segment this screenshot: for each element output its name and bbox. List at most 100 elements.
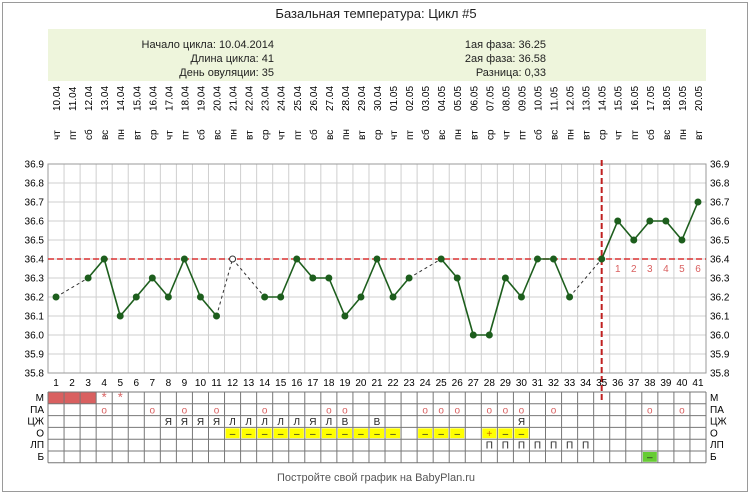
row-label-left: ЛП	[30, 440, 44, 451]
row-mark: В	[374, 417, 381, 428]
temperature-point	[84, 274, 92, 282]
row-mark: –	[438, 429, 444, 440]
temperature-point	[180, 255, 188, 263]
temperature-point	[469, 331, 477, 339]
weekday-label: пн	[341, 129, 352, 140]
cycle-day-label: 26	[452, 378, 464, 389]
y-tick-label-right: 36.7	[710, 198, 730, 209]
weekday-label: ср	[148, 129, 159, 140]
footer-link[interactable]: Постройте свой график на BabyPlan.ru	[276, 472, 476, 484]
observation-cell	[450, 428, 465, 439]
temperature-segment	[681, 201, 699, 241]
row-mark: –	[647, 453, 653, 464]
temperature-segment	[456, 277, 475, 336]
y-tick-label-left: 36.0	[25, 331, 45, 342]
date-label: 03.05	[421, 86, 432, 111]
luteal-day-label: 3	[647, 264, 653, 275]
date-label: 14.04	[116, 86, 127, 111]
weekday-label: сб	[645, 129, 657, 140]
row-mark: o	[487, 405, 493, 416]
row-mark: П	[550, 441, 557, 452]
y-tick-label-left: 35.9	[25, 350, 45, 361]
weekday-label: вс	[100, 130, 111, 140]
row-label-right: ПА	[710, 405, 724, 416]
weekday-label: пн	[566, 129, 577, 140]
cycle-day-label: 5	[117, 378, 123, 389]
row-label-right: ЛП	[710, 440, 724, 451]
temperature-segment	[232, 258, 266, 298]
row-mark: o	[422, 405, 428, 416]
date-label: 26.04	[309, 86, 320, 111]
date-label: 10.04	[52, 86, 63, 111]
cycle-length: Длина цикла: 41	[190, 53, 274, 65]
temperature-segment	[488, 277, 507, 336]
temperature-point	[662, 217, 670, 225]
weekday-label: вс	[662, 130, 673, 140]
weekday-label: пт	[405, 130, 416, 140]
y-tick-label-left: 36.2	[25, 293, 45, 304]
temperature-segment	[440, 258, 458, 279]
temperature-point	[164, 293, 172, 301]
date-label: 17.05	[646, 86, 657, 111]
temperature-point	[598, 255, 606, 263]
row-mark: *	[102, 390, 107, 405]
date-label: 08.05	[501, 86, 512, 111]
temperature-segment	[119, 296, 137, 317]
row-mark: –	[294, 429, 300, 440]
observation-cell	[498, 428, 513, 439]
temperature-point	[566, 293, 574, 301]
weekday-label: пн	[116, 129, 127, 140]
date-label: 07.05	[485, 86, 496, 111]
date-label: 11.05	[550, 86, 561, 111]
menses-cell	[64, 392, 81, 404]
temperature-segment	[167, 258, 186, 298]
weekday-label: пт	[293, 130, 304, 140]
temperature-point	[277, 293, 285, 301]
temperature-point	[325, 274, 333, 282]
temperature-segment	[504, 277, 523, 298]
observation-cell	[369, 428, 385, 439]
row-label-right: ЦЖ	[710, 417, 727, 428]
temperature-point	[630, 236, 638, 244]
cycle-info-panel: Начало цикла: 10.04.2014 Длина цикла: 41…	[48, 29, 706, 81]
row-mark: Л	[326, 417, 333, 428]
date-label: 19.04	[196, 86, 207, 111]
temperature-segment	[199, 296, 218, 317]
temperature-point	[132, 293, 140, 301]
temperature-point	[148, 274, 156, 282]
date-label: 24.04	[277, 86, 288, 111]
date-label: 19.05	[678, 86, 689, 111]
cycle-day-label: 10	[195, 378, 207, 389]
cycle-day-label: 20	[355, 378, 367, 389]
temperature-point	[373, 255, 381, 263]
temperature-point	[485, 331, 493, 339]
date-label: 28.04	[341, 86, 352, 111]
cycle-day-label: 37	[628, 378, 640, 389]
cycle-day-label: 6	[133, 378, 139, 389]
weekday-label: чт	[277, 130, 288, 140]
date-label: 14.05	[598, 86, 609, 111]
temperature-segment	[135, 277, 153, 298]
row-mark: П	[502, 441, 509, 452]
row-mark: o	[326, 405, 332, 416]
date-label: 21.04	[229, 86, 240, 111]
y-tick-label-left: 36.1	[25, 312, 45, 323]
date-label: 13.05	[582, 86, 593, 111]
temperature-point	[453, 274, 461, 282]
weekday-label: вс	[550, 130, 561, 140]
temperature-point	[261, 293, 269, 301]
cycle-day-label: 27	[468, 378, 480, 389]
temperature-difference: Разница: 0,33	[475, 67, 546, 79]
temperature-segment	[600, 220, 619, 260]
date-label: 16.04	[148, 86, 159, 111]
weekday-label: вс	[437, 130, 448, 140]
weekday-label: вт	[132, 130, 143, 140]
temperature-point	[646, 217, 654, 225]
weekday-label: вт	[694, 130, 705, 140]
row-mark: –	[230, 429, 236, 440]
date-label: 30.04	[373, 86, 384, 111]
row-mark: o	[454, 405, 460, 416]
y-tick-label-right: 36.5	[710, 236, 730, 247]
y-tick-label-left: 36.4	[25, 255, 45, 266]
cycle-day-label: 18	[323, 378, 335, 389]
